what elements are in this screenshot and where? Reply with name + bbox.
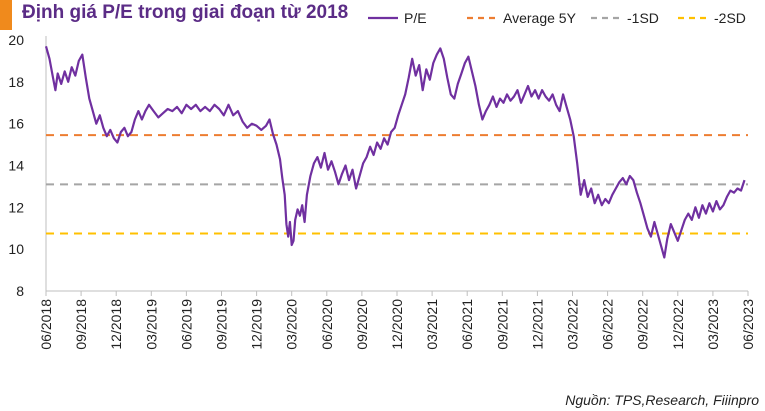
source-note: Nguồn: TPS,Research, Fiiinpro xyxy=(565,392,759,408)
x-tick-label: 09/2018 xyxy=(73,299,89,350)
x-tick-label: 03/2022 xyxy=(565,299,581,350)
x-tick-label: 09/2019 xyxy=(214,299,230,350)
x-tick-label: 06/2020 xyxy=(319,299,335,350)
legend-minus-1sd-label: -1SD xyxy=(627,10,659,26)
y-tick-label: 14 xyxy=(8,158,24,174)
x-tick-label: 12/2019 xyxy=(249,299,265,350)
x-tick-label: 12/2020 xyxy=(389,299,405,350)
x-tick-label: 06/2021 xyxy=(459,299,475,350)
x-tick-label: 06/2023 xyxy=(740,299,756,350)
pe-series-line xyxy=(44,46,746,259)
y-tick-label: 16 xyxy=(8,116,24,132)
legend-minus-2sd-label: -2SD xyxy=(714,10,746,26)
y-tick-label: 12 xyxy=(8,199,24,215)
legend-average-5y-label: Average 5Y xyxy=(503,10,577,26)
x-tick-label: 09/2022 xyxy=(635,299,651,350)
legend-average-5y: Average 5Y xyxy=(467,10,577,26)
y-tick-label: 10 xyxy=(8,241,24,257)
legend-pe-label: P/E xyxy=(404,10,427,26)
y-tick-label: 18 xyxy=(8,74,24,90)
title-accent-bar xyxy=(0,0,12,30)
y-tick-label: 8 xyxy=(16,283,24,299)
reference-lines xyxy=(46,134,748,235)
x-tick-label: 06/2019 xyxy=(178,299,194,350)
x-tick-label: 09/2021 xyxy=(494,299,510,350)
x-tick-label: 09/2020 xyxy=(354,299,370,350)
series-layer xyxy=(44,46,746,259)
legend-minus-2sd: -2SD xyxy=(678,10,746,26)
x-tick-label: 06/2022 xyxy=(600,299,616,350)
x-tick-label: 03/2020 xyxy=(284,299,300,350)
legend-minus-1sd: -1SD xyxy=(591,10,659,26)
x-tick-label: 12/2022 xyxy=(670,299,686,350)
axis-layer: 8 10 12 14 16 18 20 06/2018 09/2018 12/2018 03/201… xyxy=(8,32,756,350)
y-tick-label: 20 xyxy=(8,32,24,48)
legend: P/E Average 5Y -1SD -2SD xyxy=(368,10,746,26)
x-tick-label: 06/2018 xyxy=(38,299,54,350)
x-tick-label: 12/2021 xyxy=(529,299,545,350)
x-tick-label: 03/2023 xyxy=(705,299,721,350)
chart-title: Định giá P/E trong giai đoạn từ 2018 xyxy=(22,2,349,23)
x-tick-label: 03/2019 xyxy=(143,299,159,350)
x-tick-label: 03/2021 xyxy=(424,299,440,350)
legend-pe: P/E xyxy=(368,10,427,26)
x-tick-label: 12/2018 xyxy=(108,299,124,350)
